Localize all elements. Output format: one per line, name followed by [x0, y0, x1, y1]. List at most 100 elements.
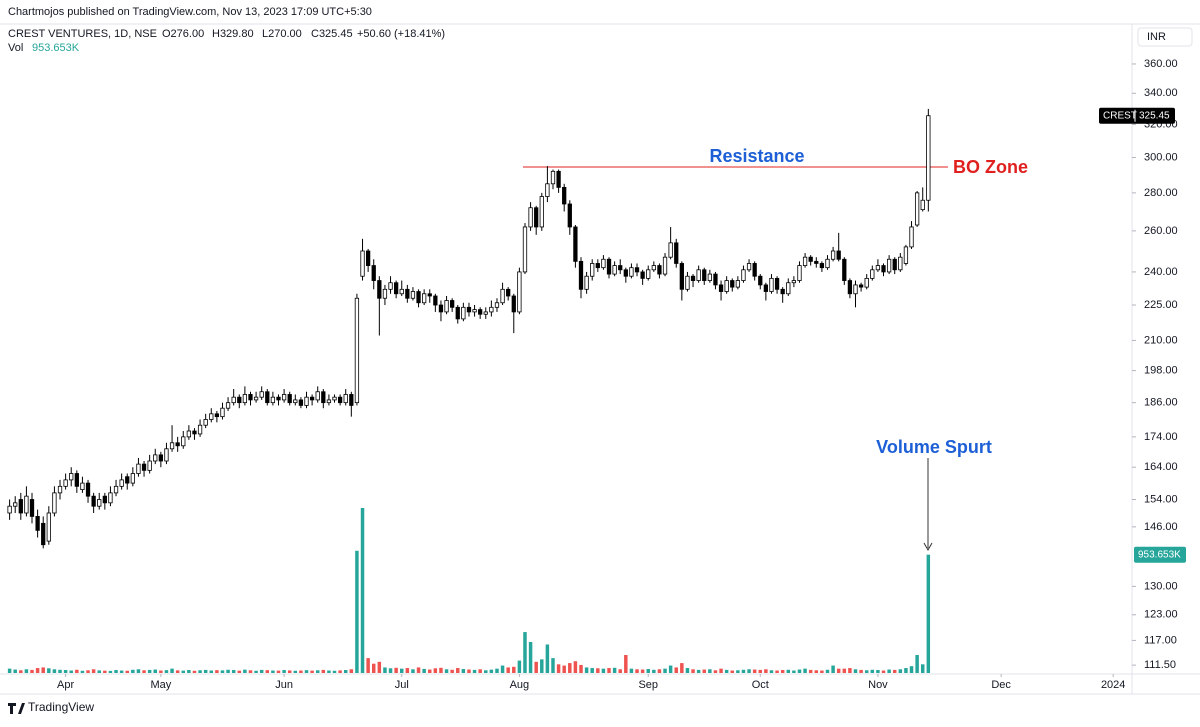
volume-bar — [489, 669, 494, 673]
candle-body — [108, 492, 113, 504]
candle-body — [186, 430, 192, 438]
volume-bar — [820, 670, 824, 673]
volume-bar — [926, 554, 931, 673]
candle-body — [388, 282, 393, 290]
candle-body — [774, 277, 780, 290]
candle-body — [618, 265, 623, 271]
volume-bar — [579, 664, 583, 673]
volume-bar — [775, 670, 779, 673]
volume-bar — [752, 669, 757, 673]
volume-bar — [915, 655, 919, 673]
currency[interactable]: INR — [1147, 31, 1166, 43]
candle-body — [41, 522, 46, 546]
brand: TradingView — [8, 700, 94, 714]
candle-body — [606, 258, 612, 275]
candle-body — [623, 269, 628, 277]
volume-bar — [484, 670, 488, 673]
volume-bar — [19, 670, 23, 673]
volume-bar — [495, 668, 499, 673]
candle-body — [898, 256, 903, 271]
candle-body — [315, 391, 320, 401]
vol-label: Vol — [8, 42, 23, 54]
candle-body — [819, 263, 825, 269]
brand-name: TradingView — [28, 700, 94, 714]
volume-bar — [35, 668, 40, 673]
candle-body — [74, 473, 79, 487]
y-tick-label: 164.00 — [1144, 461, 1178, 473]
volume-bar — [355, 550, 359, 673]
candle-body — [63, 479, 68, 487]
volume-bar — [237, 670, 242, 673]
candle-body — [119, 479, 124, 487]
y-tick-label: 130.00 — [1144, 580, 1178, 592]
candle-body — [640, 271, 645, 279]
y-tick-label: 300.00 — [1144, 151, 1178, 163]
candle-body — [562, 187, 567, 205]
candle-body — [253, 396, 259, 401]
candle-body — [97, 499, 102, 507]
candle-body — [769, 277, 774, 292]
candle-body — [57, 485, 63, 494]
candle-body — [175, 442, 180, 447]
candle-body — [450, 300, 455, 308]
candle-body — [181, 436, 186, 447]
volume-bar — [590, 668, 594, 673]
candle-body — [494, 302, 500, 308]
y-tick-label: 146.00 — [1144, 521, 1178, 533]
volume-bar — [327, 670, 331, 673]
currency-box[interactable] — [1137, 27, 1193, 47]
candle-body — [35, 516, 40, 531]
volume-bar — [439, 667, 443, 673]
y-tick-label: 340.00 — [1144, 87, 1178, 99]
volume-bar — [293, 670, 298, 673]
volume-bar — [724, 669, 729, 673]
x-tick-label: 2024 — [1101, 679, 1125, 691]
volume-bar — [444, 669, 449, 673]
candle-body — [371, 265, 376, 281]
volume-bar — [147, 669, 152, 673]
candle-body — [382, 288, 388, 299]
volume-bar — [164, 670, 169, 673]
y-tick-label: 186.00 — [1144, 397, 1178, 409]
price-tag — [1099, 107, 1175, 124]
candle-body — [147, 460, 152, 471]
candle-body — [506, 288, 511, 297]
volume-bar — [786, 669, 791, 673]
x-tick-label: Sep — [638, 679, 658, 691]
volume-bar — [814, 670, 819, 673]
volume-bar — [58, 669, 62, 673]
candle-body — [304, 396, 309, 406]
low: L270.00 — [262, 28, 302, 40]
volume-bar — [612, 667, 617, 673]
volume-bar — [226, 669, 230, 673]
volume-bar — [758, 669, 763, 673]
volume-bar — [97, 670, 101, 673]
candle-body — [539, 196, 544, 228]
candle-body — [814, 260, 819, 264]
candle-body — [365, 250, 371, 266]
volume-bar — [848, 668, 852, 673]
candle-body — [52, 492, 57, 514]
y-tick-label: 154.00 — [1144, 493, 1178, 505]
candle-body — [780, 288, 785, 295]
candle-body — [685, 275, 690, 290]
candle-body — [926, 115, 931, 201]
candle-body — [281, 394, 287, 401]
candle-body — [309, 396, 315, 401]
candle-body — [91, 495, 96, 507]
volume-bar — [545, 644, 550, 673]
volume-bar — [500, 665, 505, 673]
volume-bar — [114, 670, 118, 673]
y-tick-label: 174.00 — [1144, 431, 1178, 443]
volume-bar — [853, 669, 858, 673]
volume-bar — [719, 668, 723, 673]
candle-body — [825, 258, 830, 269]
bo-zone-label: BO Zone — [953, 157, 1028, 177]
candle-body — [13, 502, 18, 507]
volume-tag-value: 953.653K — [1138, 549, 1181, 560]
candle-body — [85, 482, 91, 497]
candle-body — [511, 295, 516, 313]
candle-body — [886, 258, 892, 273]
candle-body — [522, 226, 528, 273]
candle-body — [741, 269, 746, 281]
